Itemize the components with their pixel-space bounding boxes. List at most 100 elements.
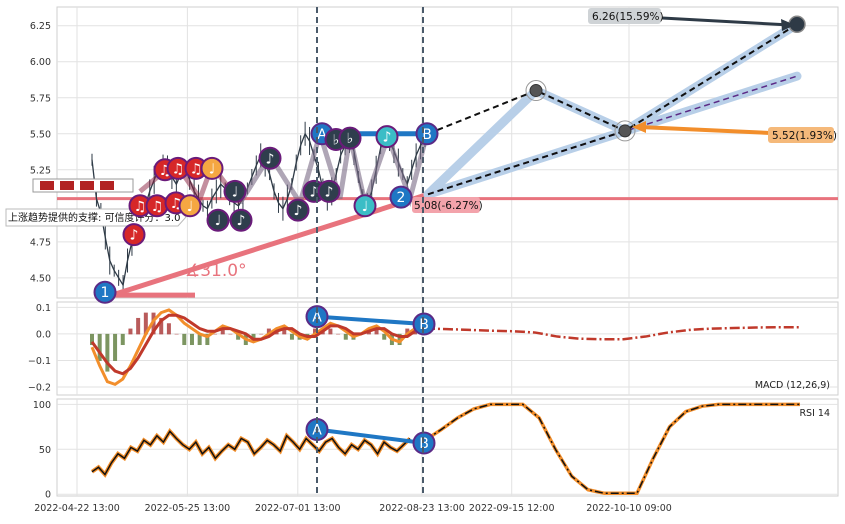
pattern-label-2: 2 <box>389 185 413 209</box>
x-axis-label: 2022-10-10 09:00 <box>586 503 672 514</box>
angle-label: ∡31.0° <box>185 261 247 281</box>
0-ytick-label: 5.75 <box>30 93 51 104</box>
note-marker-glyph: ♫ <box>151 199 164 215</box>
rsi-line <box>91 430 411 476</box>
note-marker: ♫ <box>184 156 208 180</box>
target-label: 6.26(15.59%) <box>592 11 664 23</box>
note-marker-circle <box>258 146 282 170</box>
macd-divergence-label: B <box>419 317 429 333</box>
macd-histogram-bar <box>197 333 202 346</box>
macd-histogram-bar <box>228 333 233 335</box>
note-marker-circle <box>223 179 247 203</box>
support-label: 5.52(1.93%) <box>772 130 837 142</box>
1-ytick-label: −0.1 <box>28 356 51 367</box>
note-marker: ♩ <box>353 194 377 218</box>
pattern-label-1-glyph: 1 <box>101 285 110 301</box>
support-arrow-line <box>639 125 771 135</box>
macd-histogram-bar <box>105 333 110 372</box>
note-marker: ♪ <box>286 198 310 222</box>
note-marker-circle <box>317 179 341 203</box>
pattern-label-1: 1 <box>93 280 117 304</box>
rsi-legend: RSI 14 <box>799 408 830 419</box>
pattern-label-2-circle <box>389 185 413 209</box>
note-marker: ♫ <box>128 194 152 218</box>
note-marker-glyph: ♭ <box>333 133 340 149</box>
pattern-label-1-circle <box>93 280 117 304</box>
note-marker-glyph: ♫ <box>172 161 185 177</box>
macd-histogram-bar <box>397 333 402 346</box>
macd-histogram-bar <box>97 333 102 361</box>
note-marker-glyph: ♩ <box>232 184 239 200</box>
note-marker-glyph: ♪ <box>325 184 334 200</box>
macd-histogram-bar <box>174 333 179 335</box>
support-arrowhead <box>632 121 646 133</box>
macd-histogram-bar <box>328 328 333 335</box>
price-panel <box>56 6 839 299</box>
note-marker-glyph: ♫ <box>134 199 147 215</box>
macd-histogram-bar <box>189 333 194 346</box>
note-marker-glyph: ♩ <box>187 199 194 215</box>
projection-ring <box>525 80 547 102</box>
rsi-divergence-line <box>316 427 425 445</box>
support-label-box <box>768 127 834 143</box>
macd-histogram-bar <box>405 328 410 335</box>
rising-trendline <box>111 191 429 298</box>
low-label-box <box>412 197 480 213</box>
projection-path <box>427 23 798 135</box>
rsi-divergence-label: B <box>419 436 429 452</box>
small-badge <box>40 181 54 190</box>
macd-forecast-line <box>424 325 800 341</box>
macd-histogram-bar <box>251 333 256 340</box>
0-ytick-label: 5.50 <box>30 129 51 140</box>
0-ytick-label: 6.25 <box>30 21 51 32</box>
pattern-label-2-glyph: 2 <box>397 190 406 206</box>
note-marker: ♪ <box>258 146 282 170</box>
note-marker-circle <box>353 194 377 218</box>
low-label: 5.08(-6.27%) <box>414 200 483 212</box>
pattern-label-B-circle <box>415 122 439 146</box>
2-ytick-label: 100 <box>33 400 51 411</box>
macd-histogram-bar <box>220 328 225 335</box>
projection-point <box>529 84 543 98</box>
0-ytick-label: 4.50 <box>30 273 51 284</box>
note-marker: ♪ <box>317 179 341 203</box>
projection-point <box>618 124 632 138</box>
pattern-label-B: B <box>415 122 439 146</box>
note-marker-circle <box>178 194 202 218</box>
macd-histogram-bar <box>289 333 294 340</box>
target-label-box <box>588 8 661 24</box>
macd-histogram-bar <box>336 333 341 335</box>
macd-histogram-bar <box>128 328 133 335</box>
small-badge <box>80 181 94 190</box>
macd-divergence-line <box>316 314 425 327</box>
note-marker-circle <box>229 208 253 232</box>
note-marker-glyph: ♪ <box>237 213 246 229</box>
note-marker-circle <box>122 223 146 247</box>
macd-histogram-bar <box>259 333 264 335</box>
2-ytick-label: 50 <box>39 445 51 456</box>
macd-histogram-bar <box>136 317 141 335</box>
target-arrowhead <box>781 19 795 31</box>
x-axis-label: 2022-05-25 13:00 <box>145 503 231 514</box>
note-marker-glyph: ♭ <box>347 131 354 147</box>
note-marker: ♩ <box>206 208 230 232</box>
0-ytick-label: 6.00 <box>30 57 51 68</box>
pattern-label-A-glyph: A <box>317 127 327 143</box>
macd-histogram-bar <box>120 333 125 346</box>
macd-histogram-bar <box>266 328 271 335</box>
macd-histogram-bar <box>374 328 379 335</box>
note-marker-glyph: ♪ <box>130 228 139 244</box>
x-axis-label: 2022-08-23 13:00 <box>379 503 465 514</box>
macd-histogram-bar <box>236 333 241 340</box>
note-marker-glyph: ♩ <box>209 161 216 177</box>
note-marker: ♩ <box>178 194 202 218</box>
x-axis-label: 2022-07-01 13:00 <box>255 503 341 514</box>
macd-histogram-bar <box>382 333 387 340</box>
note-marker-glyph: ♪ <box>266 151 275 167</box>
macd-signal-line <box>90 313 416 376</box>
macd-histogram-bar <box>166 323 171 335</box>
note-marker-circle <box>375 125 399 149</box>
1-ytick-label: 0.0 <box>36 329 51 340</box>
